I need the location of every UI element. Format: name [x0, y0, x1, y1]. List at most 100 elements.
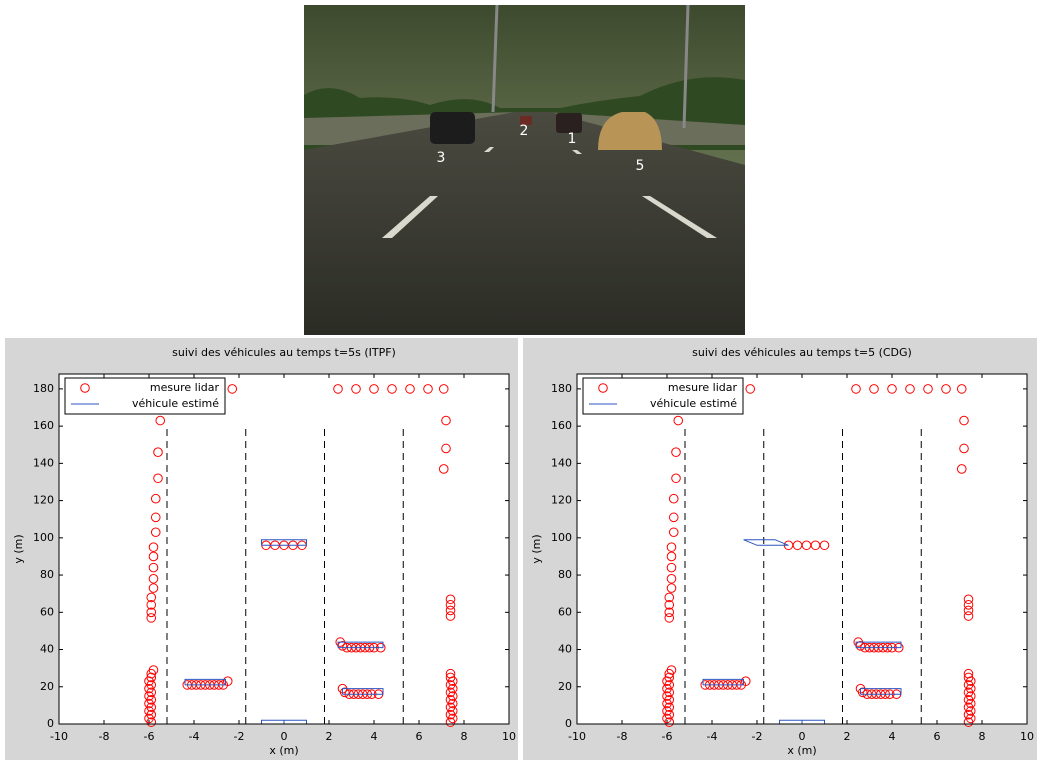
lidar-point [438, 384, 449, 394]
y-tick-label: 180 [33, 382, 54, 395]
lidar-point [148, 542, 159, 552]
lidar-point [445, 672, 456, 683]
lidar-point [819, 540, 830, 551]
lidar-point [423, 384, 433, 394]
y-tick-label: 40 [558, 643, 572, 656]
y-tick-label: 140 [551, 456, 572, 469]
x-axis-label: x (m) [269, 744, 298, 757]
lidar-point [869, 384, 879, 394]
lidar-point [666, 542, 677, 552]
lidar-point [227, 384, 238, 394]
x-tick-label: -4 [707, 730, 718, 743]
lidar-point [148, 583, 159, 593]
lidar-point [445, 611, 456, 621]
x-tick-label: 2 [844, 730, 851, 743]
lidar-point [671, 473, 681, 484]
lidar-point [668, 512, 679, 523]
lidar-point [666, 583, 677, 593]
lidar-point [148, 573, 159, 584]
y-tick-label: 160 [551, 419, 572, 432]
x-tick-label: 8 [979, 730, 986, 743]
y-tick-label: 100 [33, 531, 54, 544]
lane-marking [166, 426, 404, 724]
x-tick-label: 0 [799, 730, 806, 743]
lidar-point [146, 607, 157, 618]
x-tick-label: -2 [234, 730, 245, 743]
y-tick-label: 120 [33, 494, 54, 507]
lidar-point [146, 613, 157, 623]
lidar-point [740, 676, 751, 686]
lidar-point [668, 527, 679, 538]
lidar-point [963, 605, 974, 616]
lidar-point [146, 600, 157, 610]
lidar-point [666, 665, 677, 675]
lidar-point [671, 447, 681, 457]
x-tick-label: 0 [281, 730, 288, 743]
lidar-point [666, 562, 677, 573]
y-axis-label: y (m) [530, 534, 543, 563]
lidar-point [963, 668, 974, 679]
x-tick-label: -8 [617, 730, 628, 743]
lidar-point [673, 415, 684, 426]
plot-frame [576, 373, 1028, 725]
lidar-point [146, 592, 157, 603]
chart-title: suivi des véhicules au temps t=5s (ITPF) [172, 346, 396, 359]
vehicle-outline [702, 539, 902, 725]
x-tick-label: -6 [662, 730, 673, 743]
x-tick-label: -10 [568, 730, 586, 743]
lidar-point [387, 384, 397, 394]
chart-title: suivi des véhicules au temps t=5 (CDG) [692, 346, 912, 359]
lidar-point [668, 493, 679, 504]
lidar-point [150, 493, 161, 504]
lidar-point [963, 594, 974, 605]
lidar-point [745, 384, 756, 394]
legend-label: véhicule estimé [650, 397, 737, 410]
lidar-point [153, 473, 163, 484]
lidar-point [445, 605, 456, 616]
y-tick-label: 160 [33, 419, 54, 432]
photo-label: 2 [520, 123, 529, 139]
road-photo [304, 5, 745, 335]
lidar-point [351, 384, 361, 394]
lidar-point [941, 384, 951, 394]
lidar-point [148, 665, 159, 675]
lidar-point [963, 611, 974, 621]
y-tick-label: 20 [558, 680, 572, 693]
y-tick-label: 20 [40, 680, 54, 693]
lidar-point [339, 687, 350, 698]
x-tick-label: -2 [752, 730, 763, 743]
vehicle-outline [184, 539, 384, 725]
lidar-point [956, 384, 967, 394]
lidar-point [923, 384, 933, 394]
lidar-point [963, 600, 974, 610]
lidar-point [956, 464, 967, 474]
y-tick-label: 80 [558, 568, 572, 581]
x-tick-label: 6 [416, 730, 423, 743]
lidar-point [441, 443, 451, 454]
lidar-point [857, 687, 868, 698]
y-axis-label: y (m) [12, 534, 25, 563]
x-tick-label: 10 [1020, 730, 1034, 743]
lidar-point [664, 592, 675, 603]
lidar-point [148, 551, 159, 562]
lidar-point [664, 600, 675, 610]
lidar-point [153, 447, 163, 457]
lidar-point [333, 384, 343, 394]
photo-label: 5 [636, 158, 645, 174]
y-tick-label: 100 [551, 531, 572, 544]
lidar-point [959, 415, 969, 426]
lane-marking [684, 426, 922, 724]
y-tick-label: 0 [47, 717, 54, 730]
x-axis-label: x (m) [787, 744, 816, 757]
legend: mesure lidar véhicule estimé [64, 377, 226, 415]
x-tick-label: 8 [461, 730, 468, 743]
lidar-point [664, 613, 675, 623]
legend-label: véhicule estimé [132, 397, 219, 410]
legend-marker [598, 383, 608, 393]
lidar-point [405, 384, 415, 394]
photo-label: 3 [437, 150, 446, 166]
x-tick-label: 4 [371, 730, 378, 743]
plot-frame [58, 373, 510, 725]
lidar-point [146, 672, 157, 683]
y-tick-label: 180 [551, 382, 572, 395]
